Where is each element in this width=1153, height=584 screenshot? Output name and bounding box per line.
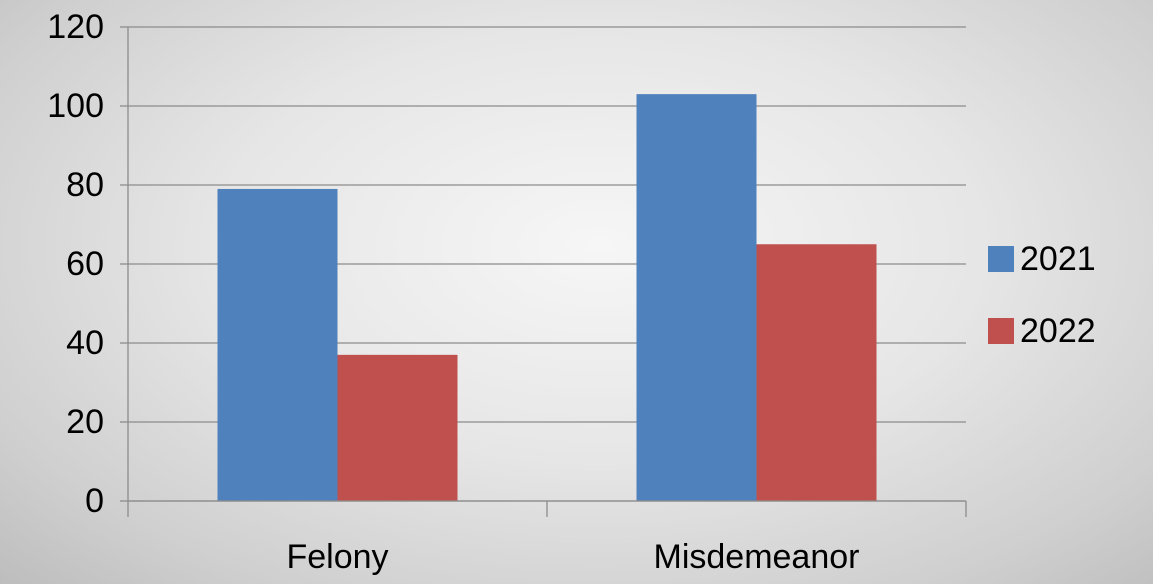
legend-swatch-2021 [988, 246, 1014, 272]
y-tick-label: 20 [66, 403, 104, 441]
category-label: Felony [286, 538, 388, 576]
y-tick-label: 40 [66, 324, 104, 362]
bar-2021-felony [217, 188, 338, 501]
axes [120, 26, 967, 517]
legend-label: 2022 [1020, 312, 1096, 350]
legend-label: 2021 [1020, 240, 1096, 278]
y-tick-label: 100 [47, 87, 104, 125]
legend-swatch-2022 [988, 318, 1014, 344]
legend: 2021 2022 [988, 240, 1096, 350]
x-axis-category-labels: Felony Misdemeanor [286, 538, 859, 576]
bar-2022-misdemeanor [756, 244, 877, 501]
bar-2022-felony [337, 354, 458, 501]
y-tick-label: 80 [66, 166, 104, 204]
category-label: Misdemeanor [654, 538, 860, 576]
y-tick-label: 0 [85, 482, 104, 520]
bars [217, 94, 877, 502]
bar-2021-misdemeanor [636, 94, 757, 502]
y-axis-tick-labels: 0 20 40 60 80 100 120 [47, 8, 104, 520]
y-tick-label: 120 [47, 8, 104, 46]
y-tick-label: 60 [66, 245, 104, 283]
